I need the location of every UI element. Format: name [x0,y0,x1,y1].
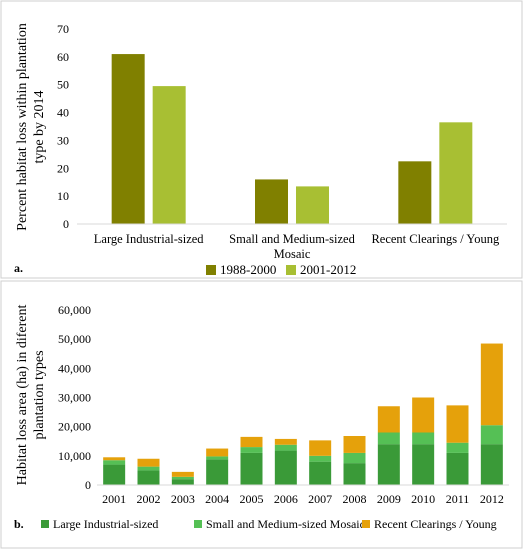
y-tick-label: 70 [57,22,69,36]
x-tick-label: 2010 [411,492,435,506]
panel-label-b: b. [14,517,24,531]
x-tick-label: 2004 [205,492,229,506]
y-tick-label: 0 [85,478,91,492]
y-tick-label: 10 [57,189,69,203]
bar-1-0 [152,86,186,224]
bar-segment-0-11 [480,444,503,485]
bar-segment-0-7 [343,463,366,485]
y-tick-label: 60,000 [58,303,91,317]
legend-label-0: Large Industrial-sized [53,517,158,531]
x-tick-label: 2012 [480,492,504,506]
bar-segment-0-2 [171,479,194,485]
panel-border [0,280,523,549]
y-tick-label: 50,000 [58,332,91,346]
chart-a: 0 10 20 30 40 50 60 70 Large Industrial-sized Sma… [0,0,523,279]
bar-segment-2-11 [480,343,503,426]
y-tick-label: 40 [57,106,69,120]
y-tick-label: 30,000 [58,391,91,405]
legend-swatch-0 [41,520,49,528]
bar-segment-0-6 [309,461,332,485]
bar-segment-1-5 [274,444,297,451]
legend-label-1: Small and Medium-sized Mosaic [206,517,365,531]
bar-segment-2-3 [206,448,229,457]
bar-segment-2-5 [274,438,297,445]
bar-segment-2-9 [412,397,435,433]
bar-0-2 [398,161,432,224]
bar-segment-2-4 [240,436,263,448]
legend-swatch-1 [286,265,296,275]
bar-segment-1-1 [137,466,160,471]
bar-segment-0-10 [446,452,469,485]
bar-segment-1-7 [343,452,366,464]
legend-swatch-0 [206,265,216,275]
bar-segment-1-4 [240,447,263,453]
bar-segment-1-3 [206,456,229,460]
bar-0-0 [111,54,145,225]
bar-segment-2-2 [171,471,194,477]
bar-segment-0-0 [103,464,126,485]
bar-segment-0-3 [206,459,229,485]
bar-segment-0-5 [274,450,297,485]
y-tick-label: 50 [57,78,69,92]
bar-segment-0-4 [240,452,263,485]
panel-border [0,0,523,279]
y-tick-label: 0 [63,217,69,231]
bar-segment-1-6 [309,455,332,462]
legend-label-0: 1988-2000 [220,262,276,277]
bar-segment-0-9 [412,444,435,485]
bar-1-1 [296,186,329,224]
y-axis-label: Percent habitat loss within plantation ty… [15,23,47,231]
x-category-label: Large Industrial-sized [94,232,205,246]
bar-0-1 [255,179,288,224]
chart-b: 0 10,000 20,000 30,000 40,000 50,000 60,000 200… [0,280,523,549]
x-category-label: Small and Medium-sized Mosaic [229,232,355,261]
y-tick-label: 60 [57,50,69,64]
y-tick-label: 10,000 [58,449,91,463]
y-tick-label: 40,000 [58,361,91,375]
bar-segment-0-8 [377,444,400,485]
x-tick-label: 2005 [240,492,264,506]
y-tick-label: 20,000 [58,420,91,434]
y-axis-label: Habitat loss area (ha) in diferent planta… [15,305,47,486]
bar-segment-0-1 [137,470,160,485]
bar-segment-1-0 [103,460,126,465]
bar-segment-1-11 [480,425,503,445]
legend-swatch-1 [194,520,202,528]
bar-segment-2-10 [446,405,469,443]
y-tick-label: 20 [57,161,69,175]
bar-segment-2-6 [309,440,332,456]
x-tick-label: 2011 [446,492,470,506]
bar-segment-2-8 [377,406,400,433]
bar-segment-1-10 [446,442,469,453]
bar-segment-1-9 [412,432,435,445]
x-tick-label: 2009 [377,492,401,506]
x-category-label: Recent Clearings / Young [371,232,500,246]
x-tick-label: 2001 [102,492,126,506]
x-tick-label: 2007 [308,492,332,506]
legend-label-2: Recent Clearings / Young [374,517,497,531]
bar-segment-1-8 [377,432,400,445]
panel-label-a: a. [14,261,23,275]
legend-swatch-2 [362,520,370,528]
bar-1-2 [439,122,473,224]
x-tick-label: 2008 [343,492,367,506]
x-tick-label: 2006 [274,492,298,506]
bar-segment-2-1 [137,458,160,467]
bar-segment-2-7 [343,436,366,453]
x-tick-label: 2003 [171,492,195,506]
y-tick-label: 30 [57,133,69,147]
legend-label-1: 2001-2012 [300,262,356,277]
x-tick-label: 2002 [137,492,161,506]
bar-segment-2-0 [103,457,126,461]
bar-segment-1-2 [171,476,194,480]
